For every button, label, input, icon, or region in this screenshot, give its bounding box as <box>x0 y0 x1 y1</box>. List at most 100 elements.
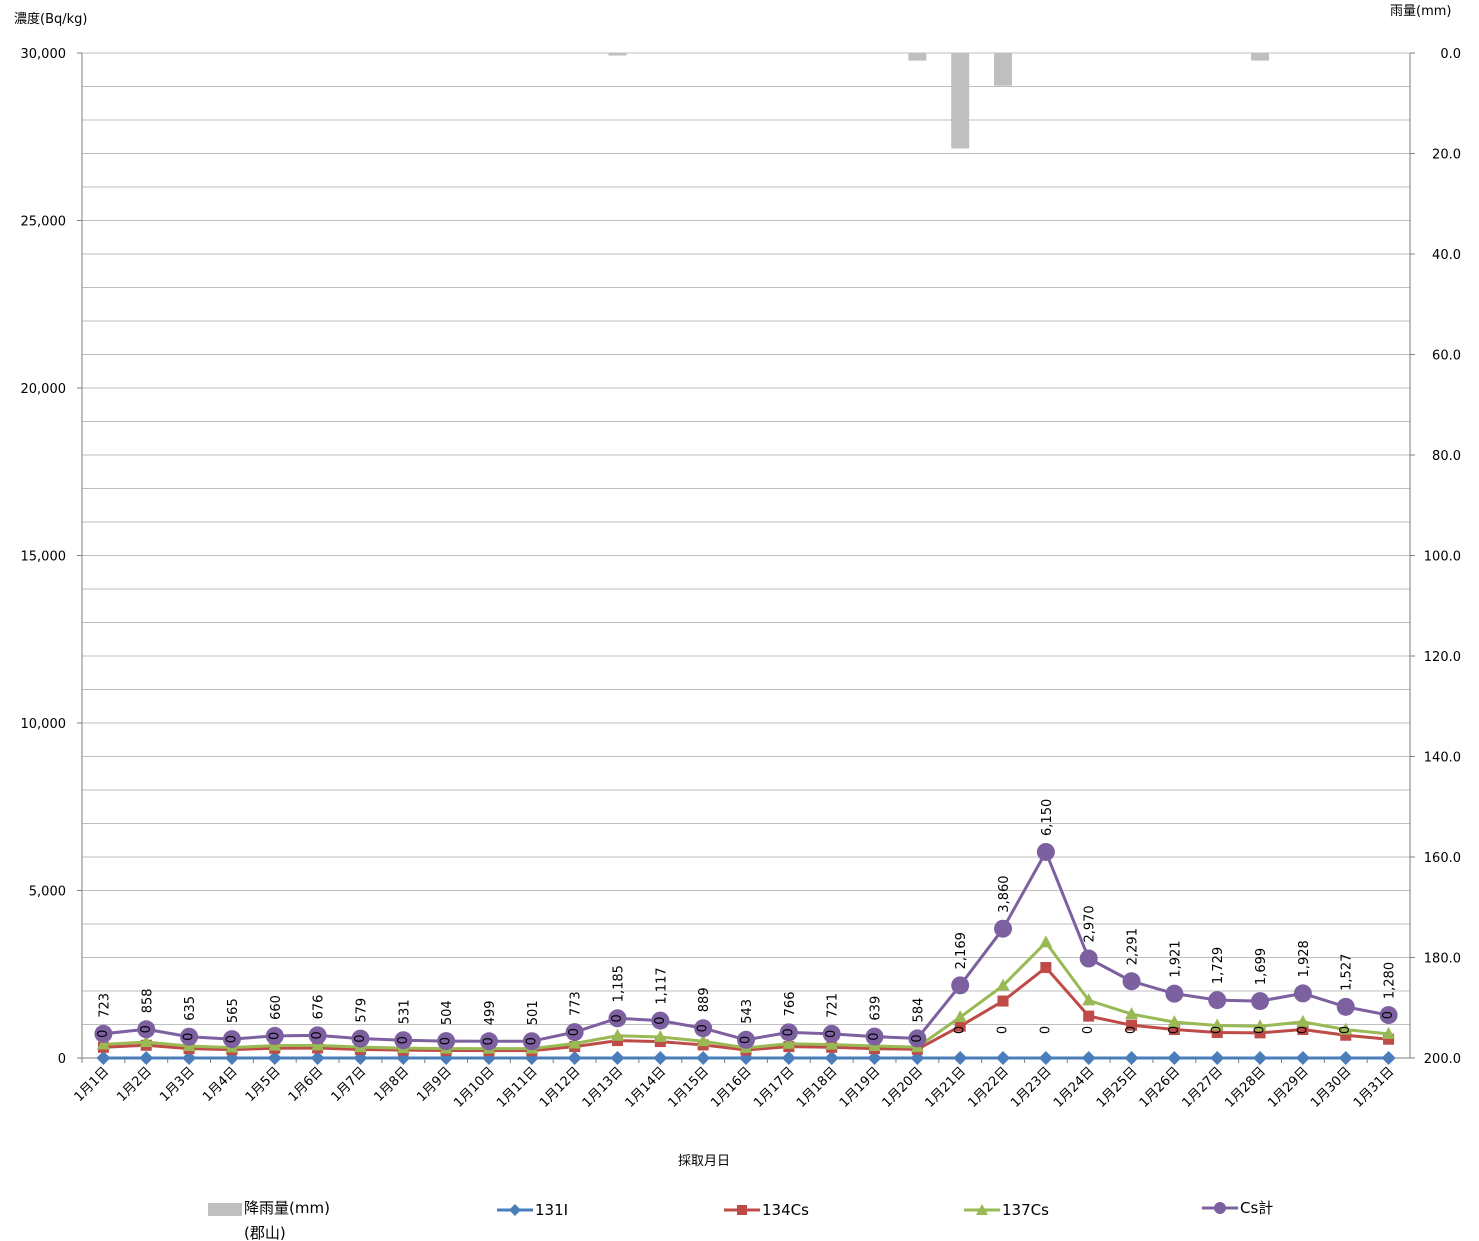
legend-cs-total: Cs計 <box>1202 1199 1273 1217</box>
point-131i <box>1038 1051 1053 1065</box>
data-label-cs-total: 1,117 <box>654 967 669 1004</box>
axes <box>77 52 1415 1063</box>
y-right-tick-label: 100.0 <box>1424 550 1461 565</box>
point-131i <box>953 1051 968 1065</box>
y-left-tick-label: 10,000 <box>21 717 67 732</box>
point-137cs <box>1210 1018 1224 1031</box>
x-tick-label: 1月31日 <box>1351 1064 1398 1111</box>
point-cs-total <box>865 1027 884 1046</box>
data-label-131i: 0 <box>696 1024 711 1032</box>
y-left-tick-label: 5,000 <box>29 885 66 900</box>
point-cs-total <box>779 1023 798 1042</box>
data-label-131i: 0 <box>867 1032 882 1040</box>
point-cs-total <box>694 1019 713 1038</box>
data-label-cs-total: 543 <box>740 999 755 1024</box>
point-137cs <box>1382 1026 1396 1039</box>
x-tick-label: 1月3日 <box>157 1064 198 1105</box>
data-label-131i: 0 <box>910 1034 925 1042</box>
data-label-131i: 0 <box>1295 1026 1310 1034</box>
x-tick-label: 1月28日 <box>1222 1064 1269 1111</box>
data-label-cs-total: 723 <box>97 993 112 1018</box>
data-label-131i: 0 <box>610 1014 625 1022</box>
y-left-title: 濃度(Bq/kg) <box>14 11 87 27</box>
data-label-cs-total: 676 <box>312 995 327 1020</box>
y-right-tick-label: 0.0 <box>1440 47 1461 62</box>
point-134cs <box>954 1020 966 1032</box>
data-label-cs-total: 635 <box>183 996 198 1021</box>
x-tick-label: 1月14日 <box>623 1064 670 1111</box>
x-tick-label: 1月10日 <box>451 1064 498 1111</box>
point-131i <box>781 1051 796 1065</box>
data-label-cs-total: 584 <box>911 998 926 1023</box>
x-tick-label: 1月15日 <box>665 1064 712 1111</box>
data-label-cs-total: 1,928 <box>1297 940 1312 977</box>
legend-rain-swatch <box>208 1203 242 1216</box>
point-cs-total <box>394 1031 413 1050</box>
data-label-131i: 0 <box>439 1037 454 1045</box>
point-134cs <box>1126 1019 1138 1031</box>
point-131i <box>567 1051 582 1065</box>
point-134cs <box>1040 962 1052 974</box>
point-137cs <box>1125 1007 1139 1020</box>
point-134cs <box>1211 1027 1223 1039</box>
legend-131i-label: 131I <box>535 1201 568 1219</box>
point-134cs <box>1383 1033 1395 1045</box>
point-131i <box>139 1051 154 1065</box>
point-cs-total <box>222 1030 241 1049</box>
x-tick-label: 1月20日 <box>880 1064 927 1111</box>
point-cs-total <box>822 1024 841 1043</box>
point-137cs <box>1253 1019 1267 1032</box>
x-tick-label: 1月11日 <box>494 1064 541 1111</box>
data-label-cs-total: 721 <box>826 993 841 1018</box>
point-131i <box>1381 1051 1396 1065</box>
data-label-131i: 0 <box>396 1036 411 1044</box>
data-labels: 0 0 0 0 0 0 0 0 0 0 0 0 0 0 0 0 0 0 0 0 0 0 0 0 0 0 0 0 0 0 0 723 858 635… <box>96 799 1398 1046</box>
data-label-131i: 0 <box>781 1028 796 1036</box>
rain-bar <box>908 53 927 61</box>
data-label-131i: 0 <box>224 1035 239 1043</box>
gridlines <box>82 52 1410 1025</box>
point-134cs <box>1254 1027 1266 1039</box>
point-cs-total <box>94 1024 113 1043</box>
point-cs-total <box>1165 984 1184 1003</box>
point-137cs <box>568 1036 582 1049</box>
x-tick-label: 1月22日 <box>965 1064 1012 1111</box>
y-left-tick-label: 25,000 <box>21 215 67 230</box>
data-label-131i: 0 <box>1253 1026 1268 1034</box>
data-label-cs-total: 1,280 <box>1383 962 1398 999</box>
data-label-cs-total: 2,169 <box>954 932 969 969</box>
data-label-131i: 0 <box>653 1016 668 1024</box>
point-cs-total <box>1079 949 1098 968</box>
y-right-title: 雨量(mm) <box>1390 4 1451 19</box>
data-label-131i: 0 <box>524 1037 539 1045</box>
x-tick-label: 1月4日 <box>200 1064 241 1105</box>
rain-bar <box>951 53 970 149</box>
point-cs-total <box>908 1029 927 1048</box>
point-131i <box>1167 1051 1182 1065</box>
point-134cs <box>1297 1024 1309 1036</box>
point-131i <box>1124 1051 1139 1065</box>
y-right-tick-label: 120.0 <box>1424 650 1461 665</box>
point-cs-total <box>479 1032 498 1051</box>
data-label-131i: 0 <box>139 1025 154 1033</box>
x-tick-label: 1月17日 <box>751 1064 798 1111</box>
data-label-cs-total: 531 <box>397 999 412 1024</box>
data-label-131i: 0 <box>996 1026 1011 1034</box>
point-131i <box>310 1051 325 1065</box>
y-left-tick-label: 20,000 <box>21 382 67 397</box>
point-134cs <box>1340 1029 1352 1041</box>
point-cs-total <box>1379 1006 1398 1025</box>
legend-137cs-label: 137Cs <box>1002 1201 1049 1219</box>
legend-134cs: 134Cs <box>724 1201 809 1219</box>
data-label-131i: 0 <box>267 1032 282 1040</box>
data-label-cs-total: 1,921 <box>1168 940 1183 977</box>
y-right-tick-label: 180.0 <box>1424 952 1461 967</box>
point-cs-total <box>437 1032 456 1051</box>
data-label-cs-total: 766 <box>783 992 798 1017</box>
point-137cs <box>996 978 1010 991</box>
point-131i <box>1081 1051 1096 1065</box>
x-tick-label: 1月29日 <box>1265 1064 1312 1111</box>
point-137cs <box>1339 1022 1353 1035</box>
data-label-cs-total: 565 <box>226 998 241 1023</box>
data-label-cs-total: 2,970 <box>1083 905 1098 942</box>
